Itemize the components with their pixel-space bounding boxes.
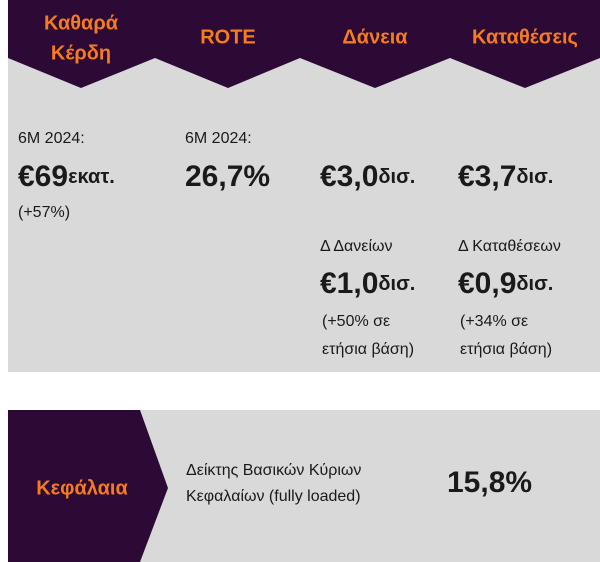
amount-unit: δισ. bbox=[516, 273, 553, 295]
chevron bbox=[300, 0, 450, 88]
amount: 26,7% bbox=[185, 160, 270, 193]
capital-value: 15,8% bbox=[447, 466, 532, 499]
change: (+34% σε bbox=[460, 313, 528, 330]
amount-value: €3,0 bbox=[320, 160, 378, 193]
change: (+50% σε bbox=[322, 313, 390, 330]
period: 6M 2024: bbox=[18, 130, 85, 147]
period: 6M 2024: bbox=[185, 130, 252, 147]
chevron bbox=[155, 0, 300, 88]
delta-label: Δ Δανείων bbox=[320, 238, 392, 255]
change: ετήσια βάση) bbox=[460, 341, 552, 358]
capital-title: Κεφάλαια bbox=[36, 477, 128, 499]
header: Καταθέσεις bbox=[472, 26, 578, 48]
capital-label: Κεφαλαίων (fully loaded) bbox=[186, 488, 361, 505]
change: ετήσια βάση) bbox=[322, 341, 414, 358]
change: (+57%) bbox=[18, 204, 70, 221]
delta-label: Δ Καταθέσεων bbox=[458, 238, 561, 255]
amount-unit: εκατ. bbox=[68, 166, 115, 188]
chevron bbox=[8, 0, 155, 88]
amount: €3,7δισ. bbox=[458, 160, 553, 193]
amount-unit: δισ. bbox=[378, 273, 415, 295]
amount-value: €1,0 bbox=[320, 267, 378, 300]
amount: €69εκατ. bbox=[18, 160, 115, 193]
amount-unit: δισ. bbox=[378, 166, 415, 188]
delta-amount: €0,9δισ. bbox=[458, 267, 553, 300]
amount-value: €3,7 bbox=[458, 160, 516, 193]
delta-amount: €1,0δισ. bbox=[320, 267, 415, 300]
capital-label: Δείκτης Βασικών Κύριων bbox=[186, 462, 361, 479]
amount: €3,0δισ. bbox=[320, 160, 415, 193]
amount-unit: δισ. bbox=[516, 166, 553, 188]
chevron bbox=[8, 410, 168, 562]
chevron bbox=[450, 0, 600, 88]
amount-value: €69 bbox=[18, 160, 68, 193]
header: ROTE bbox=[200, 26, 256, 48]
amount-value: €0,9 bbox=[458, 267, 516, 300]
header: Καθαρά bbox=[44, 12, 119, 34]
header: Κέρδη bbox=[51, 42, 111, 64]
header: Δάνεια bbox=[342, 26, 408, 48]
top-panel bbox=[8, 50, 600, 372]
